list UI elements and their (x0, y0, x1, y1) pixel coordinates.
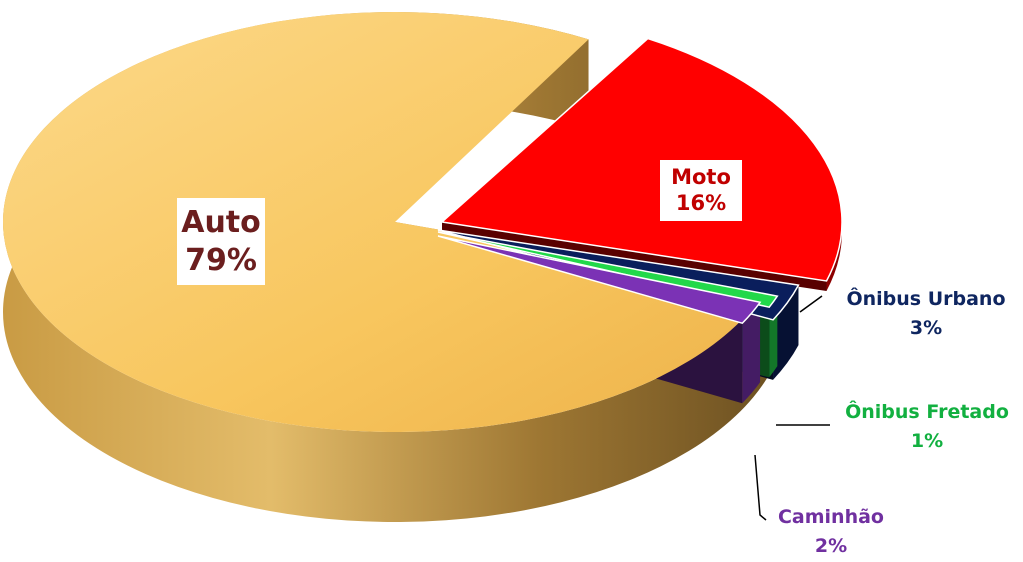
slice-name-caminhao: Caminhão (777, 506, 884, 528)
slice-name-onibus-urbano: Ônibus Urbano (846, 288, 1006, 310)
slice-caminhao (437, 235, 762, 325)
slice-label-moto: Moto 16% (660, 160, 742, 221)
slice-percent-onibus-urbano: 3% (909, 317, 943, 340)
slice-side-caminhao (742, 302, 761, 404)
slice-name-moto: Moto (671, 165, 731, 189)
slice-name-auto: Auto (181, 205, 261, 240)
slice-label-onibus-fretado: Ônibus Fretado 1% (832, 398, 1022, 457)
slice-label-onibus-urbano: Ônibus Urbano 3% (832, 285, 1020, 344)
leader-line-onibus-urbano (799, 295, 823, 313)
slice-percent-auto: 79% (185, 242, 257, 278)
slice-label-caminhao: Caminhão 2% (766, 503, 896, 562)
leader-line-caminhao (754, 454, 767, 521)
slice-inner-moto (442, 222, 827, 291)
slice-auto (2, 12, 768, 432)
slice-percent-onibus-fretado: 1% (910, 430, 944, 453)
slice-side-onibus-urbano (773, 285, 799, 380)
slice-label-auto: Auto 79% (177, 198, 265, 285)
slice-percent-moto: 16% (675, 191, 727, 216)
slice-percent-caminhao: 2% (814, 535, 848, 558)
slice-name-onibus-fretado: Ônibus Fretado (845, 401, 1009, 423)
